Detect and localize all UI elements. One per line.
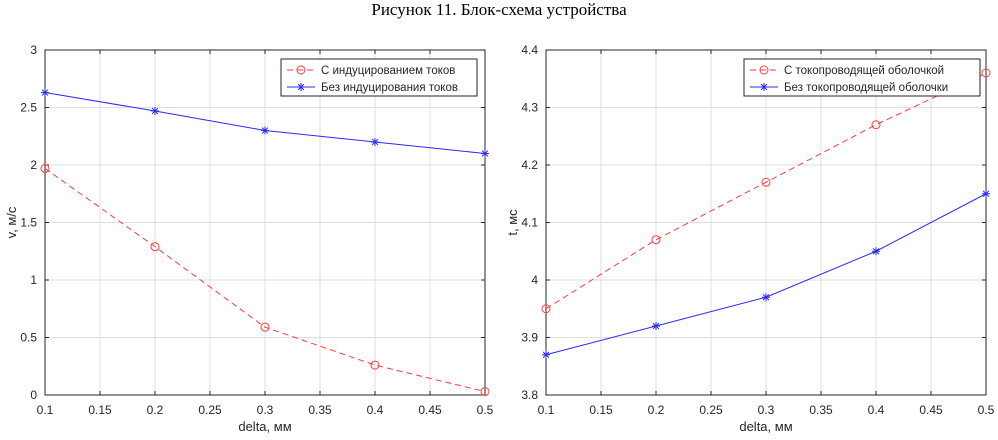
legend: С индуцированием токов Без индуцирования … bbox=[280, 58, 478, 97]
chart-1: 0.1 0.15 0.2 0.25 0.3 0.35 0.4 0.45 0.5 0 0.5 1 1.5 2… bbox=[4, 43, 494, 434]
series-point bbox=[371, 138, 379, 146]
legend-label: Без токопроводящей оболочки bbox=[784, 82, 948, 94]
x-tick-label: 0.5 bbox=[978, 403, 995, 417]
legend-box bbox=[743, 58, 981, 97]
x-tick-label: 0.4 bbox=[868, 403, 885, 417]
series-point bbox=[872, 247, 880, 256]
x-tick-label: 0.2 bbox=[147, 403, 164, 417]
y-tick-label: 0 bbox=[30, 388, 37, 402]
legend-label: С токопроводящей оболочкой bbox=[784, 65, 944, 77]
y-tick-label: 3.8 bbox=[521, 388, 538, 402]
x-axis-label: delta, мм bbox=[238, 419, 291, 434]
series-point bbox=[480, 387, 490, 397]
axes-box bbox=[545, 49, 987, 396]
x-tick-label: 0.35 bbox=[308, 403, 332, 417]
star-stroke bbox=[297, 83, 305, 91]
x-tick-label: 0.25 bbox=[699, 403, 723, 417]
series-point bbox=[652, 322, 660, 330]
x-tick-label: 0.3 bbox=[257, 403, 274, 417]
legend-marker bbox=[759, 65, 769, 75]
legend-box bbox=[280, 58, 478, 97]
legend: С токопроводящей оболочкой Без токопровод… bbox=[743, 58, 981, 97]
series-point bbox=[762, 293, 770, 302]
series-2 bbox=[542, 189, 990, 359]
series-point bbox=[41, 88, 49, 97]
star-stroke bbox=[762, 293, 770, 301]
series-line bbox=[545, 72, 987, 310]
legend-item: С индуцированием токов bbox=[287, 65, 455, 77]
y-tick-label: 4.3 bbox=[521, 101, 538, 115]
series-point bbox=[541, 304, 551, 314]
y-tick-label: 2.5 bbox=[20, 101, 37, 115]
x-tick-label: 0.15 bbox=[589, 403, 613, 417]
star-stroke bbox=[760, 83, 768, 91]
x-tick-label: 0.1 bbox=[37, 403, 54, 417]
x-tick-label: 0.3 bbox=[758, 403, 775, 417]
y-tick-label: 4.2 bbox=[521, 158, 538, 172]
page-title: Рисунок 11. Блок-схема устройства bbox=[371, 0, 627, 19]
x-tick-label: 0.2 bbox=[648, 403, 665, 417]
star-stroke bbox=[151, 107, 159, 115]
series-1 bbox=[40, 163, 490, 397]
x-tick-label: 0.4 bbox=[367, 403, 384, 417]
legend-item: Без токопроводящей оболочки bbox=[750, 82, 948, 94]
star-stroke bbox=[542, 351, 550, 359]
legend-marker bbox=[760, 83, 768, 91]
y-tick-label: 1.5 bbox=[20, 216, 37, 230]
star-stroke bbox=[982, 190, 990, 198]
y-tick-label: 3 bbox=[30, 43, 37, 57]
legend-marker bbox=[296, 65, 306, 75]
star-stroke bbox=[371, 138, 379, 146]
x-tick-label: 0.45 bbox=[919, 403, 943, 417]
x-tick-label: 0.35 bbox=[809, 403, 833, 417]
series-point bbox=[261, 126, 269, 135]
x-tick-label: 0.15 bbox=[88, 403, 112, 417]
y-axis-label: t, мс bbox=[505, 209, 520, 236]
star-stroke bbox=[41, 89, 49, 96]
x-tick-label: 0.5 bbox=[477, 403, 494, 417]
y-tick-label: 4.4 bbox=[521, 43, 538, 57]
series-2 bbox=[41, 88, 489, 158]
legend-item: Без индуцирования токов bbox=[287, 82, 458, 94]
x-axis-label: delta, мм bbox=[739, 419, 792, 434]
legend-item: С токопроводящей оболочкой bbox=[750, 65, 944, 77]
y-tick-label: 2 bbox=[30, 158, 37, 172]
star-stroke bbox=[481, 150, 489, 157]
axes-box bbox=[44, 49, 486, 396]
series-line bbox=[44, 168, 486, 393]
legend-marker bbox=[297, 83, 305, 91]
series-point bbox=[761, 177, 771, 187]
series-point bbox=[981, 68, 991, 78]
series-point bbox=[260, 322, 270, 332]
legend-label: С индуцированием токов bbox=[321, 65, 455, 77]
series-point bbox=[651, 235, 661, 245]
star-stroke bbox=[261, 127, 269, 134]
x-tick-label: 0.1 bbox=[538, 403, 555, 417]
series-point bbox=[542, 350, 550, 359]
y-tick-label: 1 bbox=[30, 273, 37, 287]
y-tick-label: 0.5 bbox=[20, 331, 37, 345]
star-stroke bbox=[652, 322, 660, 330]
series-point bbox=[481, 149, 489, 158]
series-1 bbox=[541, 68, 991, 314]
series-point bbox=[151, 106, 159, 115]
series-point bbox=[150, 242, 160, 252]
y-axis-label: v, м/с bbox=[4, 206, 19, 238]
chart-2: 0.1 0.15 0.2 0.25 0.3 0.35 0.4 0.45 0.5 3.8 3.9 4 4.… bbox=[505, 43, 995, 434]
y-tick-label: 4 bbox=[531, 273, 538, 287]
y-tick-label: 3.9 bbox=[521, 331, 538, 345]
series-point bbox=[982, 189, 990, 198]
x-tick-label: 0.25 bbox=[198, 403, 222, 417]
series-point bbox=[40, 163, 50, 173]
series-point bbox=[871, 120, 881, 130]
legend-label: Без индуцирования токов bbox=[321, 82, 458, 94]
series-point bbox=[370, 360, 380, 370]
x-tick-label: 0.45 bbox=[418, 403, 442, 417]
y-tick-label: 4.1 bbox=[521, 216, 538, 230]
star-stroke bbox=[872, 247, 880, 255]
